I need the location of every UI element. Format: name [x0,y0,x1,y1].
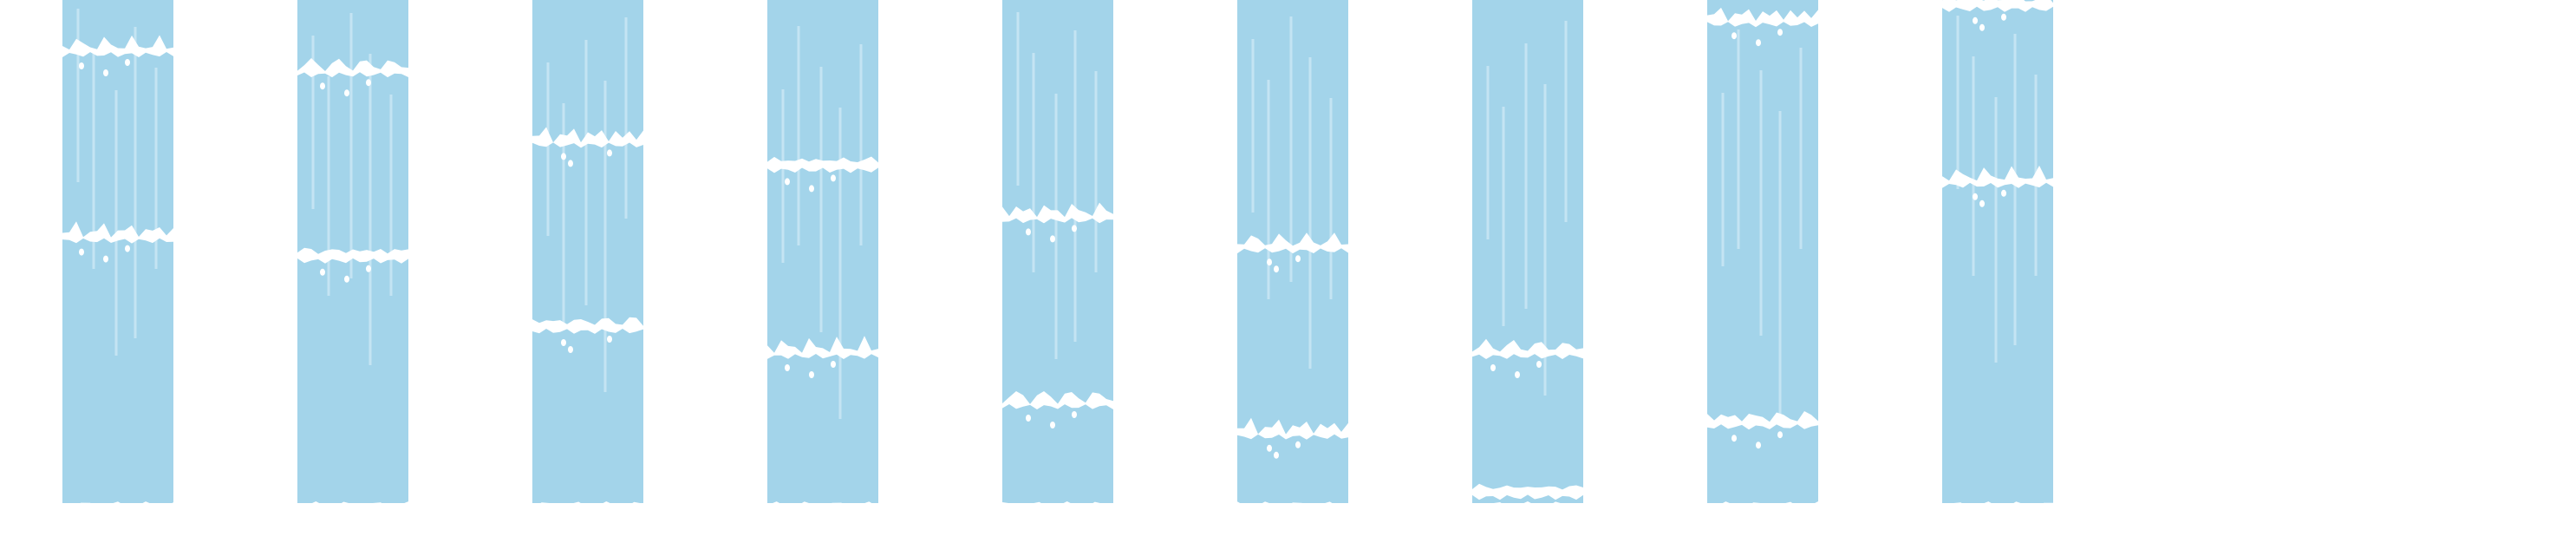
foam-band [1707,7,1818,28]
foam-droplet [1490,364,1496,371]
foam-droplet [561,153,566,160]
foam-band [767,156,878,173]
foam-band [62,35,173,57]
bottom-splash [1705,501,1821,512]
bottom-splash [60,501,176,512]
waterfall-frame-3 [530,0,646,529]
foam-band [1472,338,1583,359]
foam-droplet [1072,225,1077,232]
foam-band [297,58,408,78]
foam-droplet [1026,415,1031,422]
foam-band [1002,391,1113,409]
foam-droplet [320,268,325,276]
foam-band [297,247,408,264]
bottom-splash [530,501,646,512]
foam-band [1942,165,2053,188]
bottom-splash [1235,501,1351,512]
foam-droplet [568,346,573,353]
foam-droplet [1267,258,1272,266]
foam-droplet [103,255,108,263]
bottom-splash [1470,501,1586,512]
foam-droplet [607,336,612,343]
waterfall-frame-9 [1940,0,2056,529]
foam-droplet [366,265,371,272]
foam-droplet [561,339,566,346]
foam-band [1707,411,1818,430]
foam-droplet [1536,361,1542,368]
foam-droplet [1979,200,1985,207]
bottom-splash [295,501,411,512]
bottom-splash [765,501,881,512]
foam-droplet [831,174,836,182]
foam-droplet [125,59,130,66]
foam-droplet [1973,16,1978,24]
waterfall-frame-7 [1470,0,1586,529]
foam-droplet [1731,435,1737,442]
foam-droplet [2001,189,2006,197]
foam-droplet [1979,23,1985,31]
foam-droplet [1072,411,1077,418]
foam-droplet [79,62,84,69]
foam-droplet [1267,444,1272,452]
foam-droplet [1295,441,1301,448]
foam-droplet [344,275,349,283]
foam-droplet [1515,371,1520,378]
foam-droplet [785,364,790,371]
waterfall-frame-1 [60,0,176,529]
waterfall-icon [1235,0,1351,512]
waterfall-frame-2 [295,0,411,529]
foam-droplet [785,178,790,186]
foam-droplet [1050,422,1055,428]
waterfall-frame-5 [1000,0,1116,529]
foam-band [1942,0,2053,12]
foam-droplet [1731,32,1737,40]
foam-droplet [344,89,349,97]
foam-droplet [1295,255,1301,263]
foam-droplet [1756,442,1761,449]
foam-droplet [2001,13,2006,21]
waterfall-frame-6 [1235,0,1351,529]
foam-droplet [103,69,108,76]
waterfall-frame-4 [765,0,881,529]
foam-band [532,127,643,148]
foam-band [532,317,643,334]
waterfall-icon [1705,0,1821,512]
foam-droplet [1274,265,1279,273]
foam-droplet [1050,235,1055,243]
waterfall-icon [765,0,881,512]
foam-droplet [1274,451,1279,459]
bottom-splash [1940,501,2056,512]
waterfall-icon [295,0,411,512]
foam-droplet [1777,431,1783,439]
foam-droplet [125,245,130,252]
waterfall-icon [1000,0,1116,512]
foam-droplet [831,361,836,368]
foam-band [62,221,173,244]
waterfall-icon [530,0,646,512]
foam-droplet [1756,39,1761,47]
foam-droplet [809,371,814,378]
waterfall-frame-8 [1705,0,1821,529]
foam-band [767,336,878,359]
foam-droplet [568,160,573,167]
foam-droplet [320,82,325,90]
foam-droplet [366,79,371,87]
foam-band [1237,417,1348,440]
foam-droplet [607,149,612,157]
bottom-splash [1000,501,1116,512]
foam-droplet [809,185,814,193]
foam-droplet [1973,193,1978,200]
foam-droplet [1026,228,1031,236]
foam-droplet [1777,29,1783,36]
foam-band [1002,202,1113,224]
foam-band [1237,232,1348,254]
waterfall-icon [60,0,176,512]
waterfall-icon [1470,0,1586,512]
foam-droplet [79,248,84,256]
waterfall-icon [1940,0,2056,512]
foam-band [1472,483,1583,500]
